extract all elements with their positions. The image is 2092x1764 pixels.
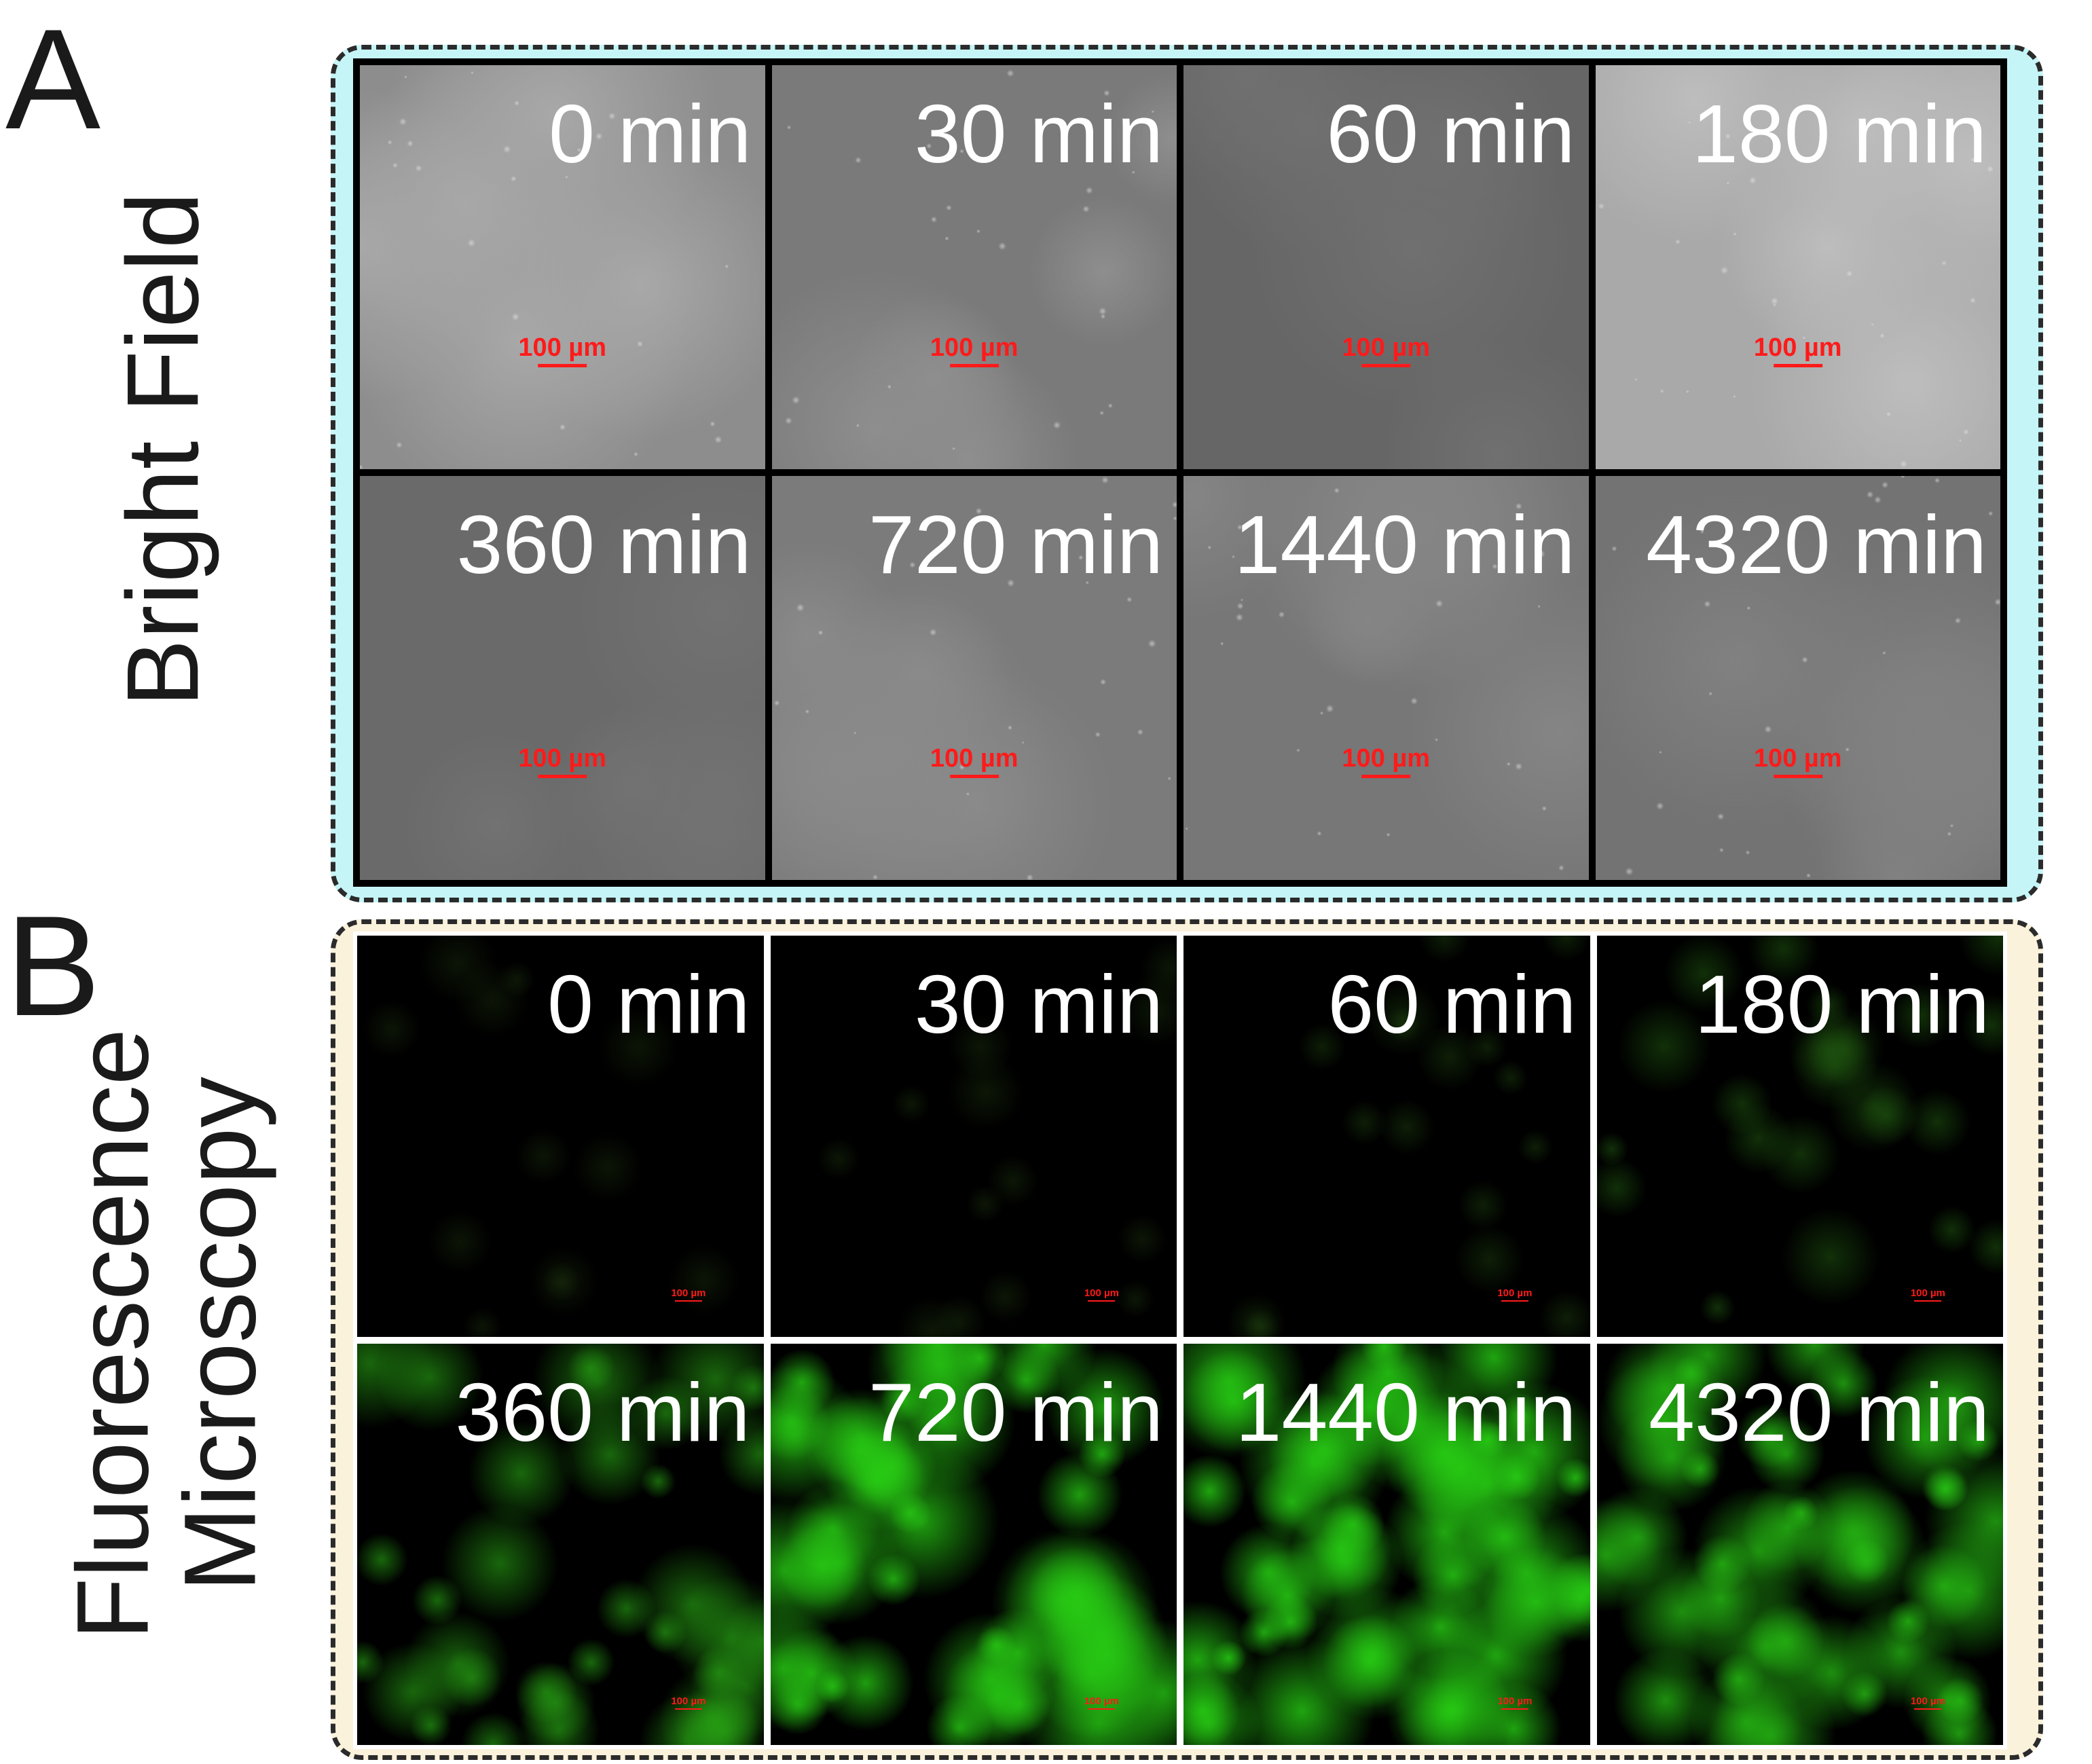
fluorescence-tile: 60 min 100 µm xyxy=(1183,936,1590,1337)
fluorescence-tile: 1440 min 100 µm xyxy=(1183,1344,1590,1745)
scale-bar-text: 100 µm xyxy=(518,744,607,773)
scale-bar: 100 µm xyxy=(1084,1287,1119,1302)
fluorescence-tile: 4320 min 100 µm xyxy=(1596,1344,2003,1745)
scale-bar-line xyxy=(1914,1708,1942,1710)
time-label: 180 min xyxy=(1691,88,1987,180)
scale-bar: 100 µm xyxy=(671,1695,706,1710)
scale-bar: 100 µm xyxy=(1911,1287,1945,1302)
scale-bar-line xyxy=(1361,775,1411,778)
time-label: 180 min xyxy=(1694,958,1989,1050)
scale-bar-text: 100 µm xyxy=(930,333,1019,362)
time-label: 360 min xyxy=(455,1366,750,1458)
bright-field-tile: 360 min 100 µm xyxy=(360,476,765,880)
scale-bar: 100 µm xyxy=(1342,333,1430,367)
scale-bar-line xyxy=(1914,1300,1942,1302)
panel-b-letter: B xyxy=(5,886,101,1046)
scale-bar-line xyxy=(1773,775,1822,778)
scale-bar: 100 µm xyxy=(518,744,606,778)
scale-bar: 100 µm xyxy=(930,744,1019,778)
scale-bar-text: 100 µm xyxy=(1910,1695,1945,1707)
time-label: 4320 min xyxy=(1649,1366,1989,1458)
scale-bar-line xyxy=(538,364,587,367)
time-label: 360 min xyxy=(456,498,752,591)
fluorescence-tile: 30 min 100 µm xyxy=(770,936,1177,1337)
scale-bar-text: 100 µm xyxy=(1342,744,1431,773)
scale-bar-line xyxy=(1501,1708,1528,1710)
scale-bar: 100 µm xyxy=(1084,1695,1119,1710)
time-label: 1440 min xyxy=(1234,498,1575,591)
scale-bar-text: 100 µm xyxy=(930,744,1019,773)
scale-bar: 100 µm xyxy=(671,1287,706,1302)
time-label: 720 min xyxy=(868,498,1163,591)
scale-bar-text: 100 µm xyxy=(1084,1695,1119,1707)
scale-bar-line xyxy=(1361,364,1411,367)
scale-bar-text: 100 µm xyxy=(1084,1287,1119,1299)
scale-bar-text: 100 µm xyxy=(1753,333,1842,362)
scale-bar: 100 µm xyxy=(1754,744,1842,778)
scale-bar-line xyxy=(949,775,999,778)
side-label-line2: Microscopy xyxy=(162,1076,276,1592)
time-label: 30 min xyxy=(914,88,1163,180)
scale-bar-text: 100 µm xyxy=(1497,1287,1533,1299)
fluorescence-microscopy-label: Fluorescence Microscopy xyxy=(55,1028,277,1640)
time-label: 720 min xyxy=(868,1366,1163,1458)
bright-field-tile: 180 min 100 µm xyxy=(1595,65,2000,469)
scale-bar: 100 µm xyxy=(1342,744,1430,778)
scale-bar: 100 µm xyxy=(1911,1695,1945,1710)
time-label: 60 min xyxy=(1326,88,1575,180)
scale-bar-text: 100 µm xyxy=(671,1287,706,1299)
time-label: 0 min xyxy=(549,88,752,180)
time-label: 4320 min xyxy=(1646,498,1987,591)
panel-a-letter: A xyxy=(5,0,101,159)
side-label-line1: Fluorescence xyxy=(55,1028,170,1640)
scale-bar: 100 µm xyxy=(930,333,1019,367)
scale-bar-line xyxy=(949,364,999,367)
fluorescence-tile: 720 min 100 µm xyxy=(770,1344,1177,1745)
scale-bar-text: 100 µm xyxy=(1910,1287,1945,1299)
bright-field-tile: 1440 min 100 µm xyxy=(1183,476,1589,880)
time-label: 60 min xyxy=(1327,958,1577,1050)
scale-bar: 100 µm xyxy=(1754,333,1842,367)
bright-field-tile: 720 min 100 µm xyxy=(771,476,1177,880)
scale-bar-line xyxy=(1088,1708,1116,1710)
scale-bar: 100 µm xyxy=(518,333,606,367)
bright-field-label: Bright Field xyxy=(105,191,220,708)
scale-bar-line xyxy=(1501,1300,1528,1302)
fluorescence-tile: 0 min 100 µm xyxy=(357,936,764,1337)
scale-bar-text: 100 µm xyxy=(671,1695,706,1707)
time-label: 1440 min xyxy=(1235,1366,1577,1458)
scale-bar-text: 100 µm xyxy=(518,333,607,362)
bright-field-grid: 0 min 100 µm 30 min 100 µm 60 min 100 µm… xyxy=(353,58,2007,887)
fluorescence-tile: 180 min 100 µm xyxy=(1596,936,2003,1337)
scale-bar-text: 100 µm xyxy=(1342,333,1431,362)
scale-bar-line xyxy=(674,1300,702,1302)
bright-field-tile: 60 min 100 µm xyxy=(1183,65,1589,469)
fluorescence-tile: 360 min 100 µm xyxy=(357,1344,764,1745)
bright-field-tile: 30 min 100 µm xyxy=(771,65,1177,469)
scale-bar-line xyxy=(674,1708,702,1710)
time-label: 30 min xyxy=(914,958,1163,1050)
bright-field-tile: 4320 min 100 µm xyxy=(1595,476,2000,880)
scale-bar-line xyxy=(1088,1300,1116,1302)
scale-bar: 100 µm xyxy=(1497,1287,1533,1302)
scale-bar: 100 µm xyxy=(1497,1695,1533,1710)
bright-field-tile: 0 min 100 µm xyxy=(360,65,765,469)
scale-bar-line xyxy=(538,775,587,778)
scale-bar-line xyxy=(1773,364,1822,367)
fluorescence-grid: 0 min 100 µm 30 min 100 µm 60 min 100 µm… xyxy=(353,932,2007,1749)
scale-bar-text: 100 µm xyxy=(1753,744,1842,773)
scale-bar-text: 100 µm xyxy=(1497,1695,1533,1707)
time-label: 0 min xyxy=(547,958,750,1050)
